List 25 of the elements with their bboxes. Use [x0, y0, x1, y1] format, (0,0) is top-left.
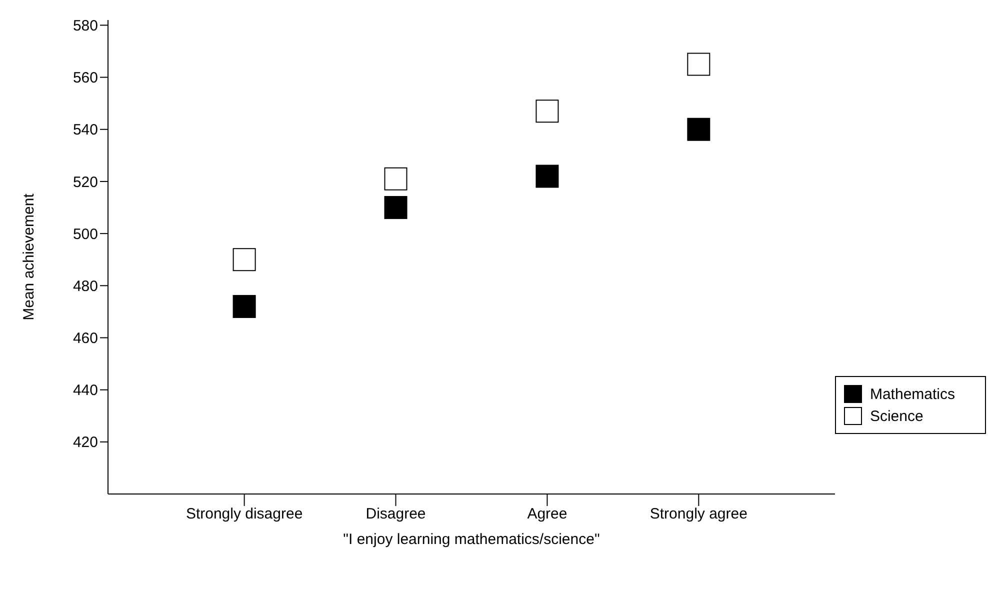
y-tick-label: 520 [72, 174, 98, 191]
y-tick-label: 420 [72, 434, 98, 452]
y-tick-label: 580 [72, 18, 98, 35]
x-tick-label: Strongly agree [650, 506, 748, 523]
x-tick-label: Strongly disagree [186, 506, 303, 523]
y-axis-title: Mean achievement [20, 192, 38, 320]
point [687, 52, 710, 76]
y-tick-label: 500 [72, 226, 98, 243]
y-tick-label: 480 [72, 278, 98, 295]
point [384, 167, 408, 190]
y-tick-label: 560 [72, 70, 98, 87]
y-tick-label: 440 [72, 382, 98, 400]
point [536, 164, 559, 188]
point [232, 248, 256, 272]
point [536, 100, 559, 123]
x-axis-title: "I enjoy learning mathematics/science" [343, 531, 600, 548]
legend-label: Science [870, 408, 924, 424]
legend-label: Mathematics [870, 386, 955, 402]
point [687, 118, 710, 141]
point [232, 294, 256, 318]
x-tick-label: Agree [527, 506, 568, 523]
y-tick-label: 460 [72, 330, 98, 348]
y-tick-label: 540 [72, 122, 98, 139]
point [384, 196, 408, 220]
x-tick-label: Disagree [366, 506, 426, 523]
